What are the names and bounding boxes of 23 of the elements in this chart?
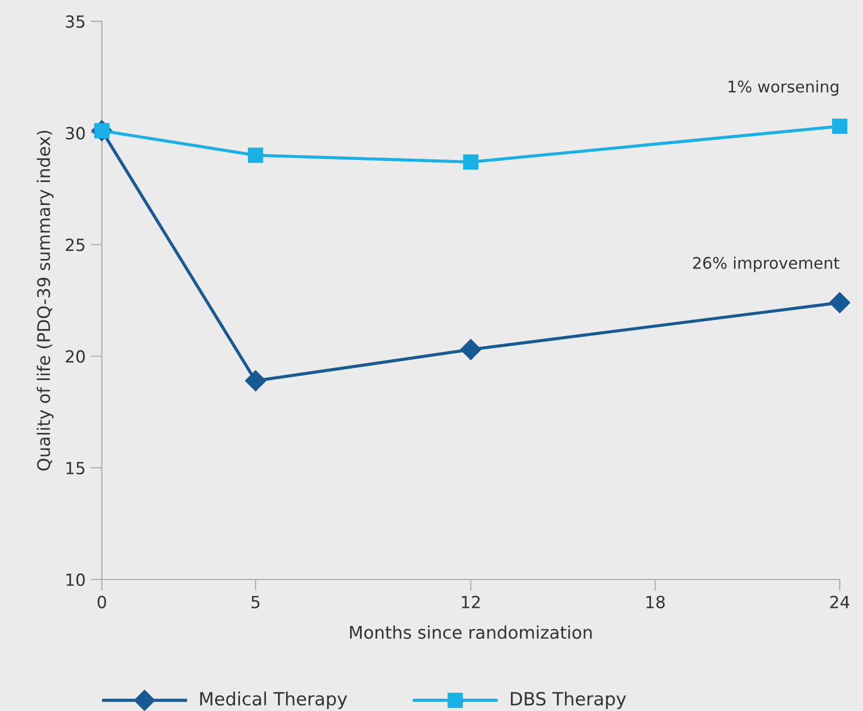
annotation: 1% worsening xyxy=(728,80,838,96)
point xyxy=(832,118,848,134)
annotation: 26% improvement xyxy=(693,256,840,272)
y-tick-label: 30 xyxy=(66,126,85,140)
y-tick-label: 10 xyxy=(66,573,85,586)
y-tick-label: 25 xyxy=(66,238,84,252)
y-axis-title: Quality of life (PDQ-39 summary index) xyxy=(36,130,54,470)
x-tick-label: 24 xyxy=(830,596,850,608)
legend-label: Medical Therapy xyxy=(200,692,348,710)
x-tick-label: 12 xyxy=(462,596,480,608)
legend-label: DBS Therapy xyxy=(510,692,626,710)
point xyxy=(463,154,478,170)
x-tick-label: 5 xyxy=(252,596,260,608)
point xyxy=(245,370,266,392)
y-tick-label: 15 xyxy=(66,462,84,474)
x-tick-label: 18 xyxy=(646,596,665,608)
point xyxy=(460,339,482,360)
point xyxy=(248,148,264,163)
y-tick-label: 20 xyxy=(66,350,85,363)
point xyxy=(829,292,850,314)
y-tick-label: 35 xyxy=(66,15,84,28)
x-axis-title: Months since randomization xyxy=(350,625,592,639)
x-tick-label: 0 xyxy=(98,596,106,608)
